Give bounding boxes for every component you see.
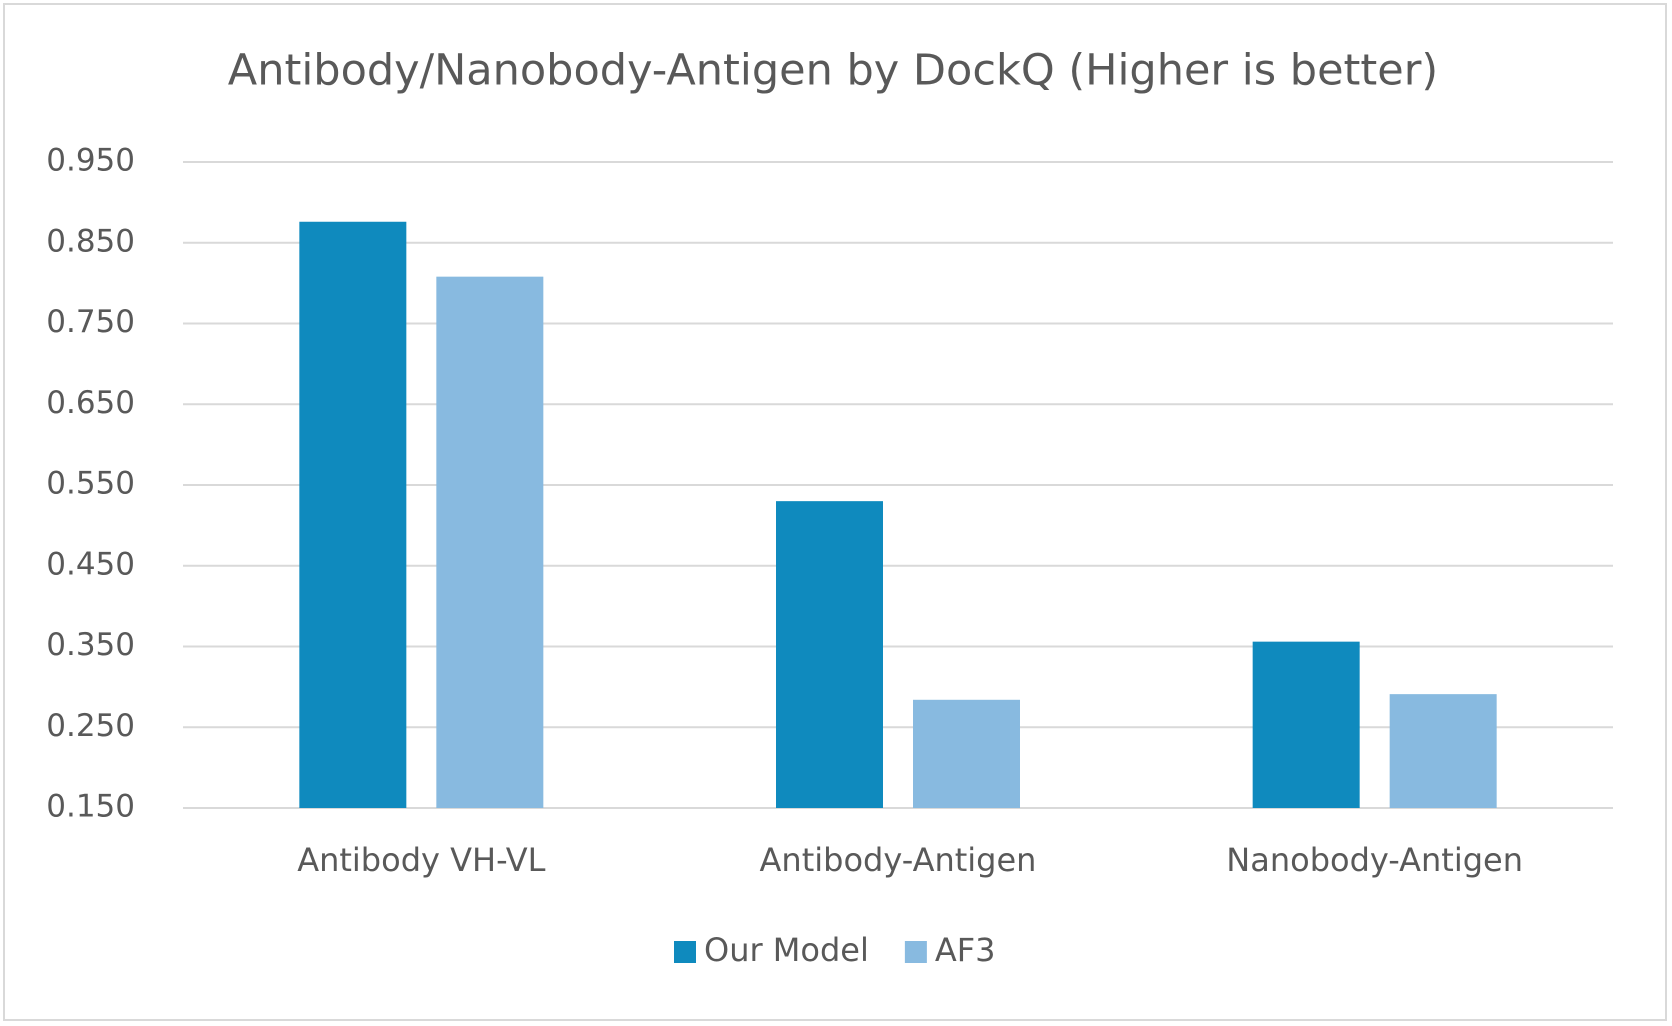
bar bbox=[299, 221, 407, 808]
bar bbox=[913, 699, 1020, 808]
y-tick-label: 0.250 bbox=[46, 708, 135, 744]
bar bbox=[1389, 694, 1497, 808]
y-tick-label: 0.850 bbox=[46, 223, 135, 259]
y-tick-label: 0.150 bbox=[46, 789, 135, 825]
y-tick-label: 0.950 bbox=[46, 143, 135, 179]
legend-label: Our Model bbox=[704, 931, 869, 969]
chart-title: Antibody/Nanobody-Antigen by DockQ (High… bbox=[228, 46, 1438, 96]
legend-label: AF3 bbox=[935, 931, 996, 969]
y-tick-label: 0.550 bbox=[46, 466, 135, 502]
legend-swatch bbox=[904, 941, 927, 963]
y-tick-label: 0.750 bbox=[46, 304, 135, 340]
x-tick-label: Nanobody-Antigen bbox=[1226, 841, 1523, 879]
x-tick-label: Antibody VH-VL bbox=[297, 841, 545, 879]
y-tick-label: 0.450 bbox=[46, 546, 135, 582]
bar bbox=[436, 276, 544, 808]
y-tick-label: 0.350 bbox=[46, 627, 135, 663]
legend-swatch bbox=[674, 941, 696, 963]
y-tick-label: 0.650 bbox=[46, 385, 135, 421]
x-tick-label: Antibody-Antigen bbox=[760, 841, 1037, 879]
bar bbox=[776, 501, 883, 808]
bar bbox=[1252, 641, 1360, 808]
